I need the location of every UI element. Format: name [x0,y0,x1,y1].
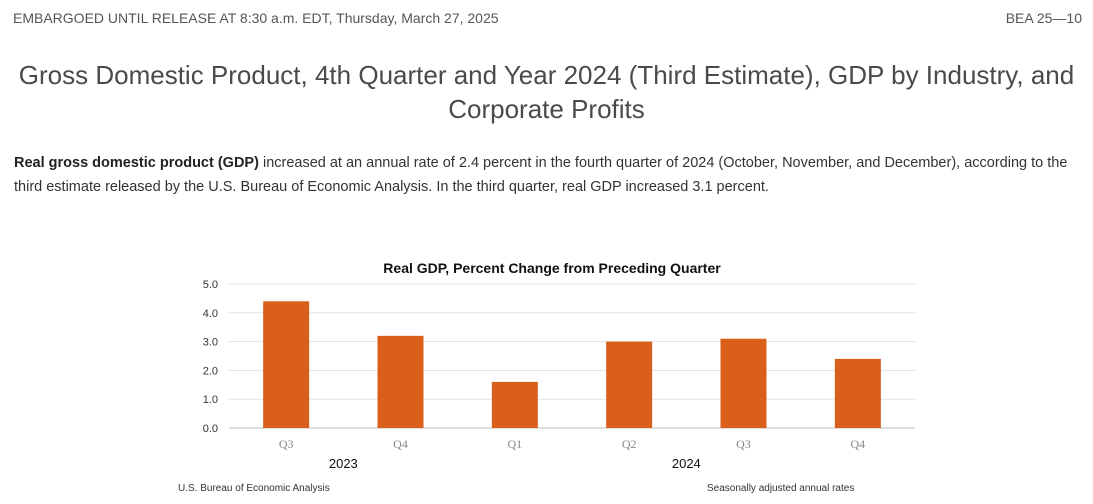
year-label: 2023 [329,456,358,471]
bar [491,381,538,428]
y-tick-label: 3.0 [203,337,218,349]
rates-note: Seasonally adjusted annual rates [707,483,855,494]
embargo-notice: EMBARGOED UNTIL RELEASE AT 8:30 a.m. EDT… [13,10,499,26]
chart-title: Real GDP, Percent Change from Preceding … [383,260,721,276]
bar [263,301,310,428]
lead-paragraph: Real gross domestic product (GDP) increa… [14,151,1084,199]
bar [377,335,424,428]
y-tick-label: 0.0 [203,423,218,435]
x-tick-label: Q4 [393,437,408,451]
bar [834,358,881,428]
bar [720,338,767,428]
y-tick-label: 5.0 [203,279,218,291]
lead-bold-term: Real gross domestic product (GDP) [14,155,259,171]
page-title: Gross Domestic Product, 4th Quarter and … [18,60,1075,124]
y-tick-label: 4.0 [203,308,218,320]
release-number: BEA 25—10 [1005,10,1082,26]
x-tick-label: Q2 [622,437,637,451]
year-label: 2024 [672,456,701,471]
x-tick-label: Q1 [507,437,522,451]
x-tick-label: Q4 [850,437,865,451]
bar [606,341,653,428]
y-tick-label: 2.0 [203,365,218,377]
y-tick-label: 1.0 [203,394,218,406]
x-tick-label: Q3 [736,437,751,451]
source-note: U.S. Bureau of Economic Analysis [178,483,330,494]
x-tick-label: Q3 [279,437,294,451]
lead-text: increased at an annual rate of 2.4 perce… [14,155,1068,195]
